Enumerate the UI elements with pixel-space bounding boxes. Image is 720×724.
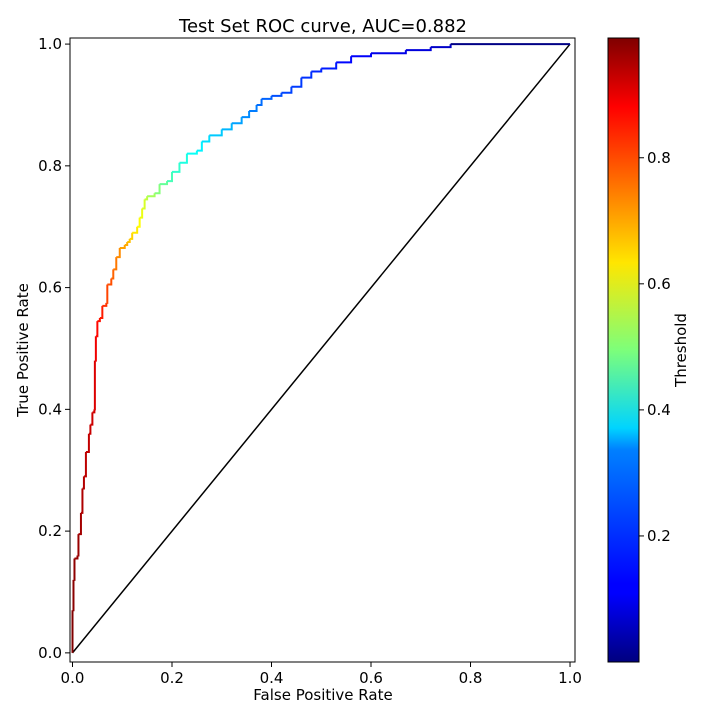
roc-curve-segment (147, 193, 154, 196)
roc-curve-segment (172, 163, 179, 172)
x-tick-label: 1.0 (558, 669, 582, 687)
colorbar-gradient (608, 38, 639, 662)
roc-curve-segment (100, 306, 102, 318)
chart-title: Test Set ROC curve, AUC=0.882 (178, 16, 467, 37)
roc-curve-segment (107, 278, 111, 284)
roc-curve-segment (142, 199, 144, 208)
roc-curve-segment (336, 56, 351, 62)
plot-area (72, 44, 570, 653)
roc-curve-segment (222, 123, 232, 129)
diagonal-reference-line (72, 44, 570, 653)
y-tick-label: 1.0 (38, 35, 62, 53)
roc-curve-segment (197, 141, 202, 150)
roc-curve-segment (81, 488, 82, 512)
roc-curve-segment (257, 99, 262, 105)
roc-curve-segment (92, 409, 94, 412)
y-tick-label: 0.0 (38, 644, 62, 662)
roc-curve-segment (106, 285, 107, 303)
colorbar: 0.2 0.4 0.6 0.8 Threshold (608, 38, 690, 662)
y-tick-label: 0.6 (38, 279, 62, 297)
roc-curve-segment (202, 135, 209, 141)
roc-curve-segment (321, 62, 336, 68)
roc-curve-segment (113, 257, 116, 269)
roc-curve-segment (167, 172, 172, 181)
roc-curve-segment (160, 181, 167, 184)
roc-curve-segment (137, 218, 139, 227)
roc-curve-segment (132, 227, 137, 233)
roc-curve-segment (78, 513, 80, 534)
colorbar-ticks: 0.2 0.4 0.6 0.8 (639, 149, 671, 545)
roc-curve-segment (95, 336, 96, 360)
roc-curve-segment (232, 117, 242, 123)
roc-curve-segment (431, 44, 451, 47)
roc-curve-segment (406, 47, 431, 50)
colorbar-tick-label: 0.6 (647, 275, 671, 293)
roc-curve-segment (311, 68, 321, 71)
x-tick-label: 0.6 (359, 669, 383, 687)
roc-curve-segment (84, 452, 86, 476)
roc-curve-segment (301, 71, 311, 77)
x-tick-label: 0.8 (459, 669, 483, 687)
roc-curve-segment (140, 208, 142, 217)
roc-curve-segment (74, 555, 77, 558)
roc-curve-segment (111, 269, 113, 278)
roc-curve-segment (281, 87, 291, 93)
roc-curve-segment (96, 321, 97, 336)
roc-curve-segment (155, 184, 160, 193)
roc-curve-segment (209, 129, 221, 135)
y-tick-label: 0.8 (38, 157, 62, 175)
roc-curve-segment (116, 248, 119, 257)
colorbar-tick-label: 0.2 (647, 527, 671, 545)
roc-curve-segment (127, 239, 129, 242)
roc-curve-segment (102, 303, 106, 306)
roc-curve-segment (120, 245, 125, 248)
y-tick-label: 0.2 (38, 522, 62, 540)
roc-curve-segment (86, 434, 89, 452)
roc-curve-segment (262, 96, 272, 99)
x-tick-label: 0.2 (160, 669, 184, 687)
roc-curve-segment (130, 233, 132, 239)
roc-curve-segment (97, 318, 99, 321)
roc-curve-segment (242, 111, 249, 117)
y-axis: 0.0 0.2 0.4 0.6 0.8 1.0 (38, 35, 70, 662)
roc-curve-segment (187, 151, 197, 154)
roc-curve-segment (73, 559, 74, 580)
roc-curve-segment (371, 50, 406, 53)
x-axis-label: False Positive Rate (253, 686, 392, 704)
roc-curve-segment (72, 580, 73, 610)
roc-curve-segment (82, 476, 83, 488)
x-axis: 0.0 0.2 0.4 0.6 0.8 1.0 (61, 662, 582, 687)
colorbar-tick-label: 0.4 (647, 401, 671, 419)
colorbar-tick-label: 0.8 (647, 149, 671, 167)
roc-curve-segment (145, 196, 147, 199)
colorbar-label: Threshold (672, 313, 690, 388)
roc-curve-segment (249, 105, 256, 111)
roc-curve-segment (291, 78, 301, 87)
roc-curve-segment (90, 412, 92, 424)
roc-curve-segment (77, 534, 78, 555)
roc-curve-segment (89, 425, 90, 434)
x-tick-label: 0.0 (61, 669, 85, 687)
x-tick-label: 0.4 (260, 669, 284, 687)
roc-curve-segment (125, 242, 127, 245)
roc-curve-segment (272, 93, 282, 96)
roc-curve-segment (179, 154, 186, 163)
y-tick-label: 0.4 (38, 400, 62, 418)
roc-curve-segment (351, 53, 371, 56)
y-axis-label: True Positive Rate (14, 283, 32, 418)
